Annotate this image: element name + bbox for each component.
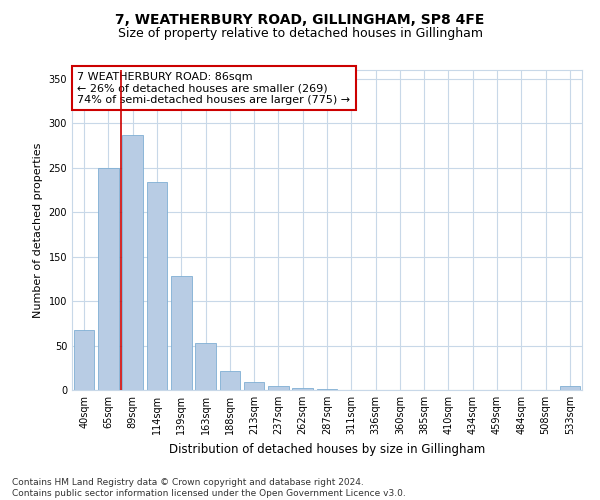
Y-axis label: Number of detached properties: Number of detached properties	[33, 142, 43, 318]
X-axis label: Distribution of detached houses by size in Gillingham: Distribution of detached houses by size …	[169, 442, 485, 456]
Bar	[317, 389, 337, 390]
Bar	[195, 343, 216, 390]
Bar	[146, 182, 167, 390]
Bar	[268, 386, 289, 390]
Bar	[122, 135, 143, 390]
Bar	[560, 386, 580, 390]
Bar	[74, 330, 94, 390]
Text: 7 WEATHERBURY ROAD: 86sqm
← 26% of detached houses are smaller (269)
74% of semi: 7 WEATHERBURY ROAD: 86sqm ← 26% of detac…	[77, 72, 350, 105]
Bar	[171, 276, 191, 390]
Bar	[220, 372, 240, 390]
Text: 7, WEATHERBURY ROAD, GILLINGHAM, SP8 4FE: 7, WEATHERBURY ROAD, GILLINGHAM, SP8 4FE	[115, 12, 485, 26]
Text: Size of property relative to detached houses in Gillingham: Size of property relative to detached ho…	[118, 28, 482, 40]
Bar	[244, 382, 265, 390]
Bar	[292, 388, 313, 390]
Text: Contains HM Land Registry data © Crown copyright and database right 2024.
Contai: Contains HM Land Registry data © Crown c…	[12, 478, 406, 498]
Bar	[98, 168, 119, 390]
